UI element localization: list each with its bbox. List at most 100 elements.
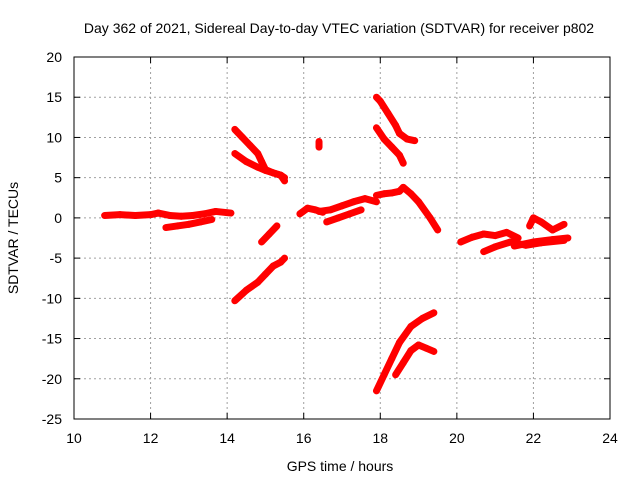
data-point <box>507 239 514 246</box>
data-point <box>423 345 430 352</box>
data-point <box>526 222 533 229</box>
data-point <box>316 208 323 215</box>
data-point <box>407 323 414 330</box>
data-series <box>372 309 438 395</box>
data-point <box>396 152 403 159</box>
data-point <box>384 110 391 117</box>
data-trace-segment <box>395 151 407 167</box>
data-point <box>430 309 437 316</box>
data-point <box>492 232 499 239</box>
data-series <box>457 228 522 246</box>
data-point <box>166 212 173 219</box>
data-point <box>296 210 303 217</box>
x-axis-label: GPS time / hours <box>287 458 394 474</box>
data-series <box>315 137 323 151</box>
y-tick-label: -25 <box>42 411 62 427</box>
plot-frame <box>73 56 611 420</box>
data-point <box>174 222 181 229</box>
data-series <box>315 195 380 215</box>
data-series <box>392 341 438 379</box>
data-point <box>358 206 365 213</box>
data-point <box>327 206 334 213</box>
data-trace-segment <box>503 228 522 242</box>
data-trace-segment <box>265 222 281 238</box>
data-point <box>189 212 196 219</box>
y-tick-label: 20 <box>46 49 62 65</box>
data-point <box>480 248 487 255</box>
data-point <box>323 218 330 225</box>
data-point <box>549 236 556 243</box>
chart-title: Day 362 of 2021, Sidereal Day-to-day VTE… <box>84 20 594 36</box>
data-point <box>373 94 380 101</box>
data-point <box>373 124 380 131</box>
data-point <box>243 287 250 294</box>
data-point <box>227 210 234 217</box>
data-point <box>492 243 499 250</box>
data-point <box>388 355 395 362</box>
data-point <box>277 259 284 266</box>
data-point <box>281 255 288 262</box>
data-point <box>101 212 108 219</box>
x-tick-label: 14 <box>219 430 235 446</box>
data-series <box>231 254 289 305</box>
data-point <box>277 172 284 179</box>
data-point <box>404 136 411 143</box>
x-tick-label: 20 <box>449 430 465 446</box>
data-point <box>185 221 192 228</box>
data-point <box>155 210 162 217</box>
data-point <box>201 210 208 217</box>
data-series <box>162 215 216 232</box>
data-point <box>270 169 277 176</box>
data-point <box>243 158 250 165</box>
data-trace-segment <box>418 309 438 322</box>
data-point <box>316 138 323 145</box>
data-point <box>415 198 422 205</box>
data-point <box>231 126 238 133</box>
data-series <box>323 206 365 226</box>
data-point <box>339 202 345 209</box>
data-point <box>231 150 238 157</box>
data-point <box>247 142 254 149</box>
y-tick-label: 10 <box>46 129 62 145</box>
data-point <box>373 192 380 199</box>
data-point <box>361 195 368 202</box>
data-point <box>208 216 215 223</box>
y-tick-label: -5 <box>50 250 63 266</box>
data-point <box>392 122 399 129</box>
data-point <box>511 243 518 250</box>
x-tick-label: 18 <box>372 430 388 446</box>
y-tick-label: 5 <box>54 170 62 186</box>
data-point <box>377 98 384 105</box>
data-point <box>561 221 568 228</box>
x-tick-label: 12 <box>143 430 159 446</box>
data-point <box>392 371 399 378</box>
data-point <box>373 198 380 205</box>
x-tick-label: 10 <box>66 430 82 446</box>
data-series <box>258 222 281 246</box>
data-point <box>231 297 238 304</box>
data-point <box>530 214 537 221</box>
data-point <box>304 205 311 212</box>
y-tick-label: -15 <box>42 331 62 347</box>
data-point <box>373 387 380 394</box>
data-point <box>116 211 123 218</box>
data-series <box>526 214 568 234</box>
data-point <box>480 230 487 237</box>
data-point <box>388 189 395 196</box>
axis-ticks: 10 12 14 16 18 20 22 24 -25 -20 -15 -10 -5 0 5 10 15 20 <box>42 49 618 446</box>
data-point <box>457 239 464 246</box>
data-point <box>239 134 246 141</box>
data-series <box>372 183 442 234</box>
data-point <box>427 214 434 221</box>
data-point <box>254 150 261 157</box>
data-point <box>262 167 269 174</box>
data-point <box>254 164 261 171</box>
data-point <box>316 144 323 151</box>
data-point <box>262 271 269 278</box>
data-point <box>212 208 219 215</box>
x-tick-label: 16 <box>296 430 312 446</box>
data-point <box>419 315 426 322</box>
y-axis-label: SDTVAR / TECUs <box>5 182 21 294</box>
data-point <box>266 230 273 237</box>
